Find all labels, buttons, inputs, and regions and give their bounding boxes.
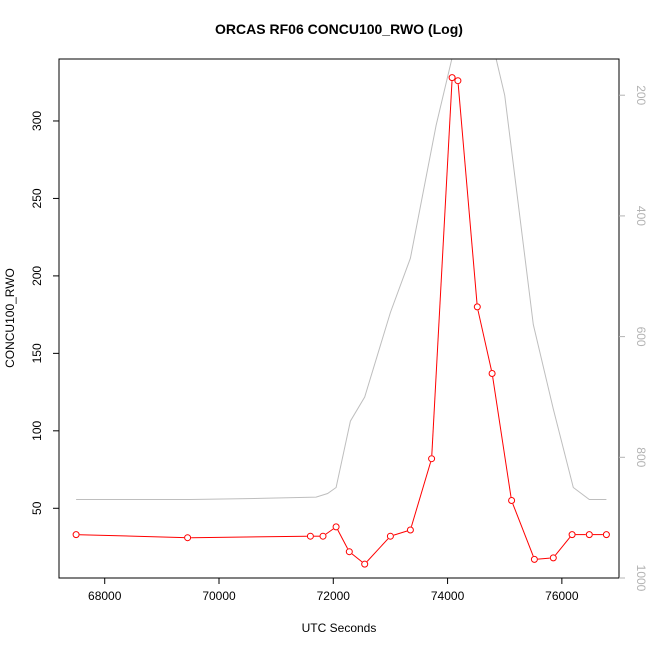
concu100-segment <box>366 538 389 562</box>
concu100-point <box>428 455 436 463</box>
concu100-point <box>345 548 353 556</box>
x-axis-label: UTC Seconds <box>302 621 377 635</box>
concu100-point <box>585 531 593 539</box>
concu100-segment <box>555 536 571 556</box>
y2-tick-label: 800 <box>634 447 648 467</box>
concu100-segment <box>325 528 334 535</box>
concu100-segment <box>410 461 432 527</box>
y-tick-label: 250 <box>30 188 44 208</box>
x-tick-label: 74000 <box>431 589 465 603</box>
x-axis: 68000 70000 72000 74000 76000 <box>88 578 579 603</box>
concu100-point <box>454 77 462 85</box>
concu100-point <box>602 531 610 539</box>
chart-title: ORCAS RF06 CONCU100_RWO (Log) <box>215 21 463 37</box>
concu100-point <box>406 526 414 534</box>
concu100-point <box>361 560 369 568</box>
concu100-segment <box>537 557 550 560</box>
concu100-point <box>473 303 481 311</box>
concu100-point <box>72 531 80 539</box>
y-tick-label: 100 <box>30 420 44 440</box>
concu100-segment <box>337 529 349 549</box>
y2-tick-label: 400 <box>634 206 648 226</box>
y2-tick-label: 1000 <box>634 565 648 592</box>
y-tick-label: 50 <box>30 501 44 515</box>
concu100-segment <box>431 81 453 456</box>
concu100-segment <box>79 534 185 539</box>
x-tick-label: 70000 <box>202 589 236 603</box>
concu100-point <box>488 370 496 377</box>
y2-tick-label: 200 <box>634 85 648 105</box>
concu100-point <box>530 555 538 563</box>
concu100-segment <box>492 376 512 498</box>
y2-tick-label: 600 <box>634 327 648 347</box>
altitude-line <box>76 59 607 500</box>
x-tick-label: 68000 <box>88 589 122 603</box>
concu100-segment <box>351 553 363 563</box>
concu100-point <box>332 523 340 531</box>
y-axis-label: CONCU100_RWO <box>3 268 17 368</box>
y-axis-left: 50 100 150 200 250 300 <box>30 111 59 515</box>
plot-frame <box>58 58 620 579</box>
concu100-segment <box>393 530 408 536</box>
y-tick-label: 200 <box>30 266 44 286</box>
concu100-point <box>448 74 456 82</box>
y-tick-label: 150 <box>30 343 44 363</box>
concu100-point <box>319 532 327 540</box>
concu100-point <box>184 534 192 542</box>
y-axis-right: 200 400 600 800 1000 <box>619 85 648 592</box>
concu100-point <box>508 497 516 504</box>
concu100-segment <box>477 310 492 371</box>
concu100-point <box>306 532 314 540</box>
concu100-segment <box>512 503 534 557</box>
concu100-segment <box>457 84 478 304</box>
concu100-point <box>549 554 557 562</box>
altitude-series-layer <box>76 59 607 500</box>
concu100-point <box>568 531 576 539</box>
x-tick-label: 76000 <box>545 589 579 603</box>
concu100-segment <box>191 535 307 539</box>
y-tick-label: 300 <box>30 111 44 131</box>
concu100-point <box>386 532 394 540</box>
concu100-series-layer <box>72 74 610 568</box>
x-tick-label: 72000 <box>317 589 351 603</box>
